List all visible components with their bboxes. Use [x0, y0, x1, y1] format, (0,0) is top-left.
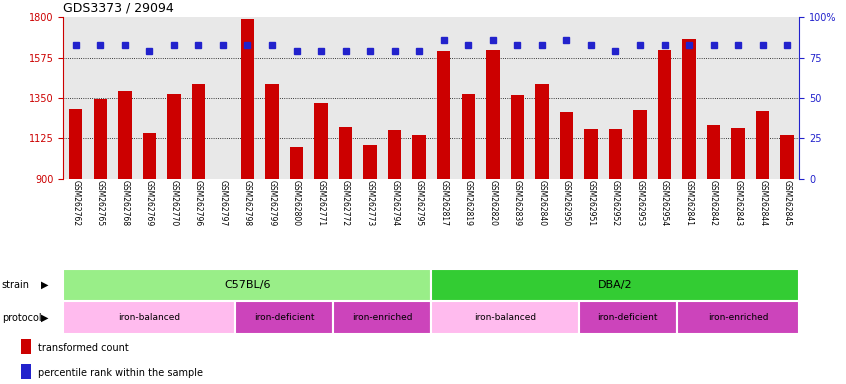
Bar — [431, 269, 799, 301]
Text: GSM262798: GSM262798 — [243, 180, 252, 227]
Bar — [634, 111, 646, 179]
Bar — [388, 130, 401, 179]
Bar — [781, 135, 794, 179]
Text: GSM262768: GSM262768 — [120, 180, 129, 227]
Text: GSM262952: GSM262952 — [611, 180, 620, 227]
Text: iron-balanced: iron-balanced — [118, 313, 180, 322]
Text: GSM262765: GSM262765 — [96, 180, 105, 227]
Text: GSM262770: GSM262770 — [169, 180, 179, 227]
Bar — [290, 147, 303, 179]
Text: GSM262843: GSM262843 — [733, 180, 743, 227]
Bar — [118, 91, 131, 179]
Text: GSM262794: GSM262794 — [390, 180, 399, 227]
Bar — [235, 301, 333, 334]
Bar — [333, 301, 431, 334]
Bar — [560, 112, 573, 179]
Text: GSM262769: GSM262769 — [145, 180, 154, 227]
Bar — [536, 84, 548, 179]
Text: transformed count: transformed count — [38, 343, 129, 353]
Text: GSM262845: GSM262845 — [783, 180, 792, 227]
Text: iron-balanced: iron-balanced — [474, 313, 536, 322]
Text: GSM262950: GSM262950 — [562, 180, 571, 227]
Bar — [486, 50, 499, 179]
Bar — [585, 129, 597, 179]
Text: GSM262844: GSM262844 — [758, 180, 767, 227]
Bar — [168, 94, 180, 179]
Text: GSM262773: GSM262773 — [365, 180, 375, 227]
Text: GSM262951: GSM262951 — [586, 180, 596, 227]
Bar — [69, 109, 82, 179]
Text: DBA/2: DBA/2 — [598, 280, 633, 290]
Text: GSM262954: GSM262954 — [660, 180, 669, 227]
Text: strain: strain — [2, 280, 30, 290]
Text: GSM262762: GSM262762 — [71, 180, 80, 227]
Bar — [21, 339, 31, 354]
Bar — [21, 364, 31, 379]
Text: GSM262839: GSM262839 — [513, 180, 522, 227]
Text: GSM262799: GSM262799 — [267, 180, 277, 227]
Text: iron-deficient: iron-deficient — [254, 313, 315, 322]
Bar — [364, 146, 376, 179]
Text: GDS3373 / 29094: GDS3373 / 29094 — [63, 2, 174, 15]
Text: GSM262771: GSM262771 — [316, 180, 326, 227]
Bar — [437, 51, 450, 179]
Text: GSM262841: GSM262841 — [684, 180, 694, 226]
Text: iron-deficient: iron-deficient — [597, 313, 658, 322]
Text: ▶: ▶ — [41, 313, 48, 323]
Text: iron-enriched: iron-enriched — [708, 313, 768, 322]
Text: GSM262797: GSM262797 — [218, 180, 228, 227]
Bar — [94, 99, 107, 179]
Bar — [677, 301, 799, 334]
Bar — [266, 84, 278, 179]
Text: GSM262819: GSM262819 — [464, 180, 473, 226]
Bar — [431, 301, 579, 334]
Bar — [143, 133, 156, 179]
Bar — [683, 39, 695, 179]
Bar — [511, 95, 524, 179]
Text: GSM262796: GSM262796 — [194, 180, 203, 227]
Text: C57BL/6: C57BL/6 — [224, 280, 271, 290]
Bar — [63, 269, 431, 301]
Text: GSM262800: GSM262800 — [292, 180, 301, 227]
Bar — [732, 128, 744, 179]
Bar — [192, 84, 205, 179]
Text: GSM262772: GSM262772 — [341, 180, 350, 227]
Bar — [241, 19, 254, 179]
Text: GSM262795: GSM262795 — [415, 180, 424, 227]
Bar — [658, 50, 671, 179]
Text: GSM262820: GSM262820 — [488, 180, 497, 226]
Text: ▶: ▶ — [41, 280, 48, 290]
Text: protocol: protocol — [2, 313, 41, 323]
Text: GSM262840: GSM262840 — [537, 180, 547, 227]
Bar — [609, 129, 622, 179]
Text: iron-enriched: iron-enriched — [352, 313, 413, 322]
Bar — [756, 111, 769, 179]
Bar — [707, 125, 720, 179]
Bar — [413, 135, 426, 179]
Text: GSM262842: GSM262842 — [709, 180, 718, 226]
Bar — [339, 127, 352, 179]
Text: GSM262817: GSM262817 — [439, 180, 448, 226]
Bar — [579, 301, 677, 334]
Text: percentile rank within the sample: percentile rank within the sample — [38, 368, 203, 378]
Bar — [462, 94, 475, 179]
Text: GSM262953: GSM262953 — [635, 180, 645, 227]
Bar — [315, 103, 327, 179]
Bar — [63, 301, 235, 334]
